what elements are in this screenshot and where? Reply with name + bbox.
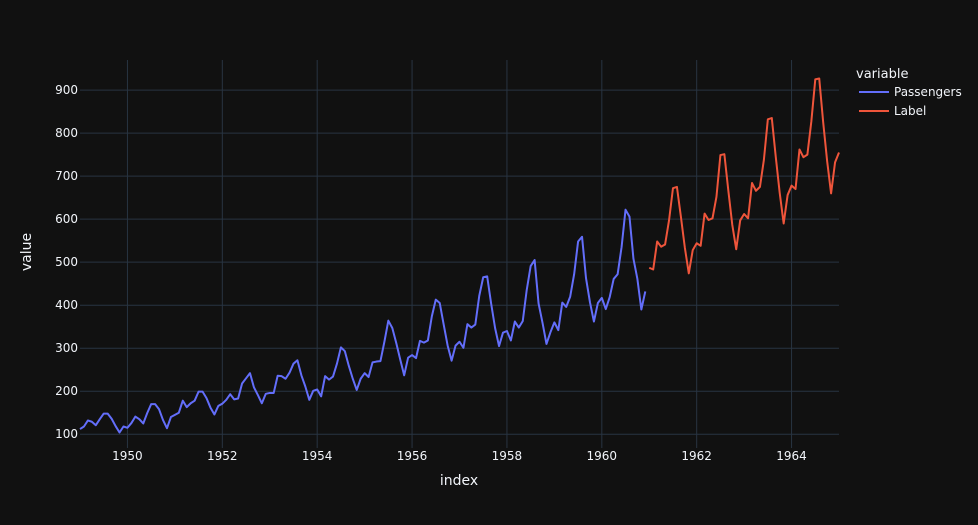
x-tick-label: 1962 <box>681 449 712 463</box>
legend-label-passengers: Passengers <box>894 85 962 99</box>
y-axis-ticks: 100 200 300 400 500 600 700 800 900 <box>55 83 78 441</box>
series-layer <box>79 77 840 434</box>
y-tick-label: 100 <box>55 427 78 441</box>
x-tick-label: 1950 <box>112 449 143 463</box>
x-axis-ticks: 1950 1952 1954 1956 1958 1960 1962 1964 <box>112 449 807 463</box>
x-tick-label: 1960 <box>587 449 618 463</box>
series-line-label[interactable] <box>648 77 840 275</box>
x-tick-label: 1954 <box>302 449 333 463</box>
y-tick-label: 700 <box>55 169 78 183</box>
x-axis-title: index <box>440 473 478 489</box>
y-tick-label: 400 <box>55 298 78 312</box>
y-tick-label: 800 <box>55 126 78 140</box>
x-tick-label: 1964 <box>776 449 807 463</box>
grid-lines <box>80 60 839 448</box>
x-tick-label: 1958 <box>492 449 523 463</box>
x-tick-label: 1952 <box>207 449 238 463</box>
y-tick-label: 900 <box>55 83 78 97</box>
x-tick-label: 1956 <box>397 449 428 463</box>
y-tick-label: 600 <box>55 212 78 226</box>
series-line-passengers[interactable] <box>79 208 647 434</box>
y-tick-label: 500 <box>55 255 78 269</box>
legend-item-passengers[interactable]: Passengers <box>859 85 962 99</box>
legend[interactable]: variable Passengers Label <box>856 67 962 118</box>
legend-title: variable <box>856 67 908 82</box>
y-tick-label: 200 <box>55 384 78 398</box>
y-axis-title: value <box>19 233 35 271</box>
legend-item-label[interactable]: Label <box>859 104 926 118</box>
legend-label-label: Label <box>894 104 926 118</box>
y-tick-label: 300 <box>55 341 78 355</box>
